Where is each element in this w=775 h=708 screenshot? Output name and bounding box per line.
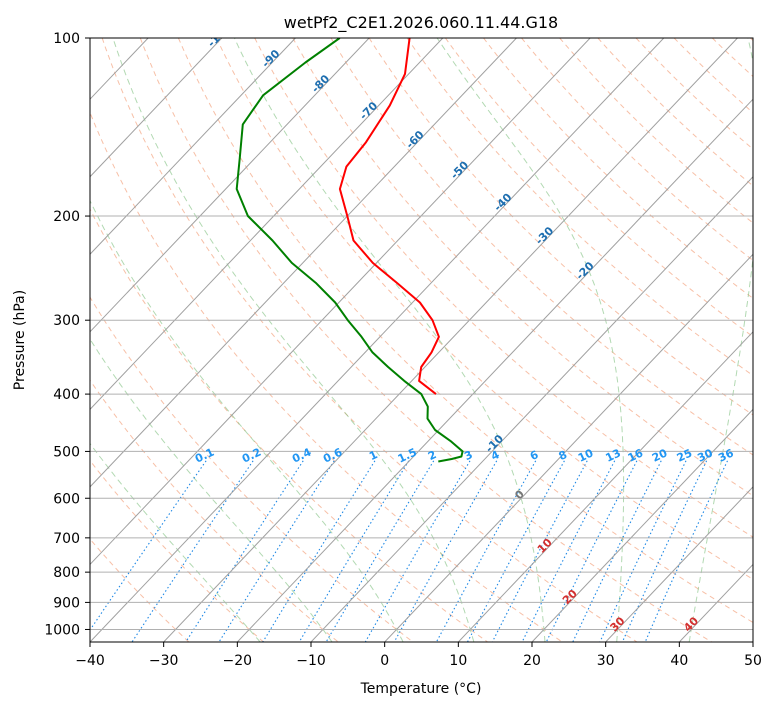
- isotherm-line: [457, 331, 753, 642]
- x-tick-label: −40: [75, 653, 105, 669]
- x-axis-ticks: −40 −30 −20 −10 0 10 20 30 40 50: [75, 642, 762, 669]
- mixing-ratio-label: 36: [716, 446, 736, 464]
- x-tick-label: 0: [380, 653, 389, 669]
- dry-adiabat-line: [368, 38, 753, 416]
- isotherm-line: [163, 38, 738, 642]
- x-tick-label: −20: [223, 653, 253, 669]
- dry-adiabat-line: [177, 38, 753, 624]
- moist-adiabat-line: [436, 38, 625, 642]
- mixing-ratio-line: [572, 460, 662, 642]
- mixing-ratio-line: [364, 460, 471, 642]
- dry-adiabat-line: [90, 538, 190, 642]
- y-tick-label: 1000: [44, 622, 80, 638]
- y-tick-label: 600: [53, 491, 80, 507]
- y-tick-label: 700: [53, 531, 80, 547]
- moist-adiabat-line: [90, 199, 404, 642]
- mixing-ratio-line: [298, 460, 410, 642]
- x-tick-label: 10: [449, 653, 467, 669]
- moist-adiabat-line: [233, 38, 546, 642]
- series-line-dewpoint: [235, 38, 464, 463]
- isotherm-line: [90, 38, 296, 256]
- y-tick-label: 800: [53, 565, 80, 581]
- x-tick-label: 40: [670, 653, 688, 669]
- dry-adiabat-line: [521, 38, 753, 262]
- isotherm-line: [531, 408, 753, 642]
- dry-adiabat-line: [406, 38, 753, 377]
- dry-adiabat-line: [90, 111, 563, 642]
- y-tick-label: 300: [53, 313, 80, 329]
- dry-adiabat-line: [254, 38, 753, 538]
- isotherm-line: [90, 38, 223, 178]
- mixing-ratio-label: 16: [626, 446, 646, 464]
- x-tick-label: −10: [296, 653, 326, 669]
- isotherm-line: [90, 38, 665, 642]
- dry-adiabat-line: [90, 207, 488, 642]
- mixing-ratio-label: 25: [675, 447, 694, 465]
- mixing-ratio-label: 13: [604, 447, 623, 465]
- isotherm-line: [90, 38, 591, 566]
- isotherm-line: [236, 98, 753, 642]
- dry-adiabat-line: [444, 38, 753, 338]
- moist-adiabat-line: [112, 38, 475, 642]
- isotherm-line: [605, 486, 753, 642]
- mixing-ratio-line: [621, 460, 708, 642]
- y-tick-label: 500: [53, 444, 80, 460]
- mixing-ratio-line: [185, 460, 304, 642]
- moist-adiabat-line: [688, 38, 753, 642]
- x-axis-label: Temperature (°C): [360, 681, 482, 697]
- dry-adiabat-line: [139, 38, 712, 642]
- x-tick-label: 50: [744, 653, 762, 669]
- profile-series: [235, 38, 464, 463]
- background-lines: [90, 38, 753, 642]
- y-tick-label: 400: [53, 387, 80, 403]
- isotherm-line: [90, 38, 444, 411]
- mixing-ratio-line: [644, 460, 728, 642]
- isotherm-line: [310, 176, 753, 642]
- x-tick-label: −30: [149, 653, 179, 669]
- mixing-ratio-line: [90, 460, 207, 631]
- mixing-ratio-label: 20: [650, 446, 670, 464]
- x-tick-label: 30: [597, 653, 615, 669]
- chart-title: wetPf2_C2E1.2026.060.11.44.G18: [284, 13, 558, 33]
- y-tick-label: 900: [53, 595, 80, 611]
- dry-adiabat-line: [559, 38, 753, 224]
- isotherm-line: [384, 253, 753, 642]
- isotherm-label: -100: [205, 21, 234, 50]
- y-axis-label: Pressure (hPa): [12, 290, 28, 390]
- isotherm-line: [90, 38, 517, 488]
- y-tick-label: 100: [53, 31, 80, 47]
- mixing-ratio-label: 30: [695, 446, 715, 464]
- moist-adiabat-line: [90, 338, 333, 642]
- dry-adiabat-line: [330, 38, 753, 456]
- mixing-ratio-line: [393, 460, 498, 642]
- mixing-ratio-label: 10: [576, 446, 596, 464]
- series-line-temperature: [338, 38, 440, 395]
- mixing-ratio-line: [599, 460, 687, 642]
- dry-adiabat-line: [90, 459, 264, 642]
- dry-adiabat-line: [635, 38, 753, 150]
- y-tick-label: 200: [53, 209, 80, 225]
- dry-adiabat-line: [90, 296, 414, 642]
- mixing-ratio-line: [435, 460, 537, 642]
- plot-frame: [89, 37, 754, 643]
- y-axis-ticks: 100 200 300 400 500 600 700 800 900 1000: [44, 31, 90, 638]
- x-tick-label: 20: [523, 653, 541, 669]
- dry-adiabat-line: [292, 38, 753, 497]
- mixing-ratio-line: [131, 460, 254, 642]
- dry-adiabat-line: [101, 38, 638, 642]
- isotherm-line: [90, 38, 370, 333]
